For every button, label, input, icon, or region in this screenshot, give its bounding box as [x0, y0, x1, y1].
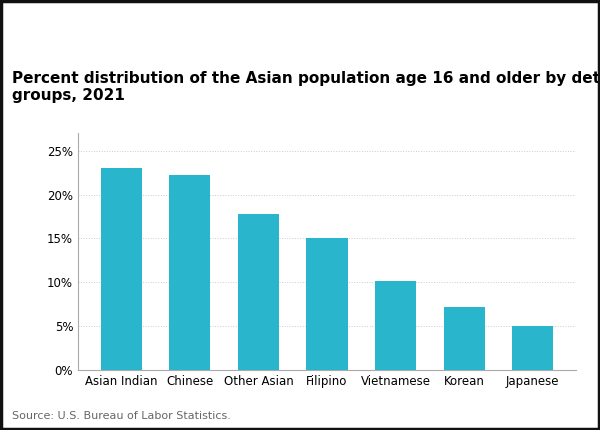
- Bar: [307, 238, 347, 370]
- Bar: [443, 307, 485, 370]
- Text: Percent distribution of the Asian population age 16 and older by detailed
groups: Percent distribution of the Asian popula…: [12, 71, 600, 103]
- Bar: [512, 326, 553, 370]
- Bar: [375, 281, 416, 370]
- Bar: [101, 168, 142, 370]
- Bar: [238, 214, 279, 370]
- Bar: [169, 175, 211, 370]
- Text: Source: U.S. Bureau of Labor Statistics.: Source: U.S. Bureau of Labor Statistics.: [12, 412, 231, 421]
